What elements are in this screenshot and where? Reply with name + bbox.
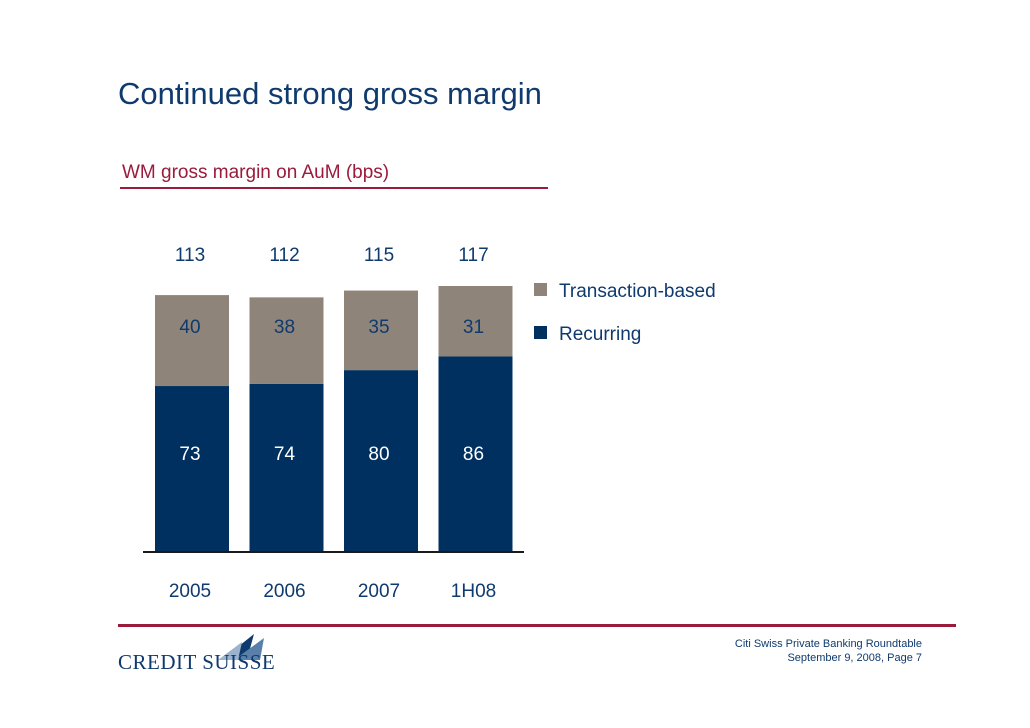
category-label-2007: 2007	[358, 581, 400, 602]
footer-event: Citi Swiss Private Banking Roundtable	[734, 638, 922, 650]
bar-transaction-2006	[249, 297, 324, 384]
category-label-1H08: 1H08	[451, 581, 496, 602]
bar-transaction-2007	[344, 290, 418, 371]
legend-swatch-recurring	[534, 326, 547, 340]
category-label-2006: 2006	[263, 581, 305, 602]
legend-item-transaction: Transaction-based	[534, 280, 716, 304]
legend-swatch-transaction	[534, 283, 547, 297]
data-label-transaction-2007: 35	[368, 317, 389, 338]
total-label-2006: 112	[269, 245, 299, 266]
footer-info: Citi Swiss Private Banking Roundtable Se…	[735, 637, 922, 665]
bar-recurring-2007	[344, 370, 418, 552]
legend-label-transaction: Transaction-based	[559, 281, 716, 302]
bar-recurring-2006	[249, 383, 324, 552]
data-label-transaction-1H08: 31	[463, 317, 484, 338]
legend-label-recurring: Recurring	[559, 324, 642, 345]
total-label-2005: 113	[175, 245, 205, 266]
data-label-recurring-2007: 80	[368, 444, 389, 465]
footer-divider	[118, 624, 956, 627]
legend-item-recurring: Recurring	[534, 323, 641, 347]
category-label-2005: 2005	[169, 581, 211, 602]
logo-text: CREDIT SUISSE	[118, 650, 276, 674]
subtitle-divider	[120, 187, 548, 189]
bar-transaction-2005	[155, 295, 229, 387]
data-label-recurring-2006: 74	[274, 444, 296, 465]
bar-recurring-1H08	[438, 356, 513, 552]
total-label-2007: 115	[364, 245, 394, 266]
data-label-recurring-1H08: 86	[463, 444, 484, 465]
bar-transaction-1H08	[438, 286, 513, 357]
total-label-1H08: 117	[458, 245, 488, 266]
credit-suisse-logo: CREDIT SUISSE	[118, 632, 288, 676]
footer-date-page: September 9, 2008, Page 7	[787, 652, 922, 664]
data-label-transaction-2005: 40	[179, 317, 200, 338]
sails-icon	[218, 634, 264, 660]
chart-subtitle: WM gross margin on AuM (bps)	[122, 162, 390, 183]
page-title: Continued strong gross margin	[118, 76, 542, 111]
data-label-recurring-2005: 73	[179, 444, 200, 465]
data-label-transaction-2006: 38	[274, 317, 295, 338]
bar-recurring-2005	[155, 386, 229, 552]
